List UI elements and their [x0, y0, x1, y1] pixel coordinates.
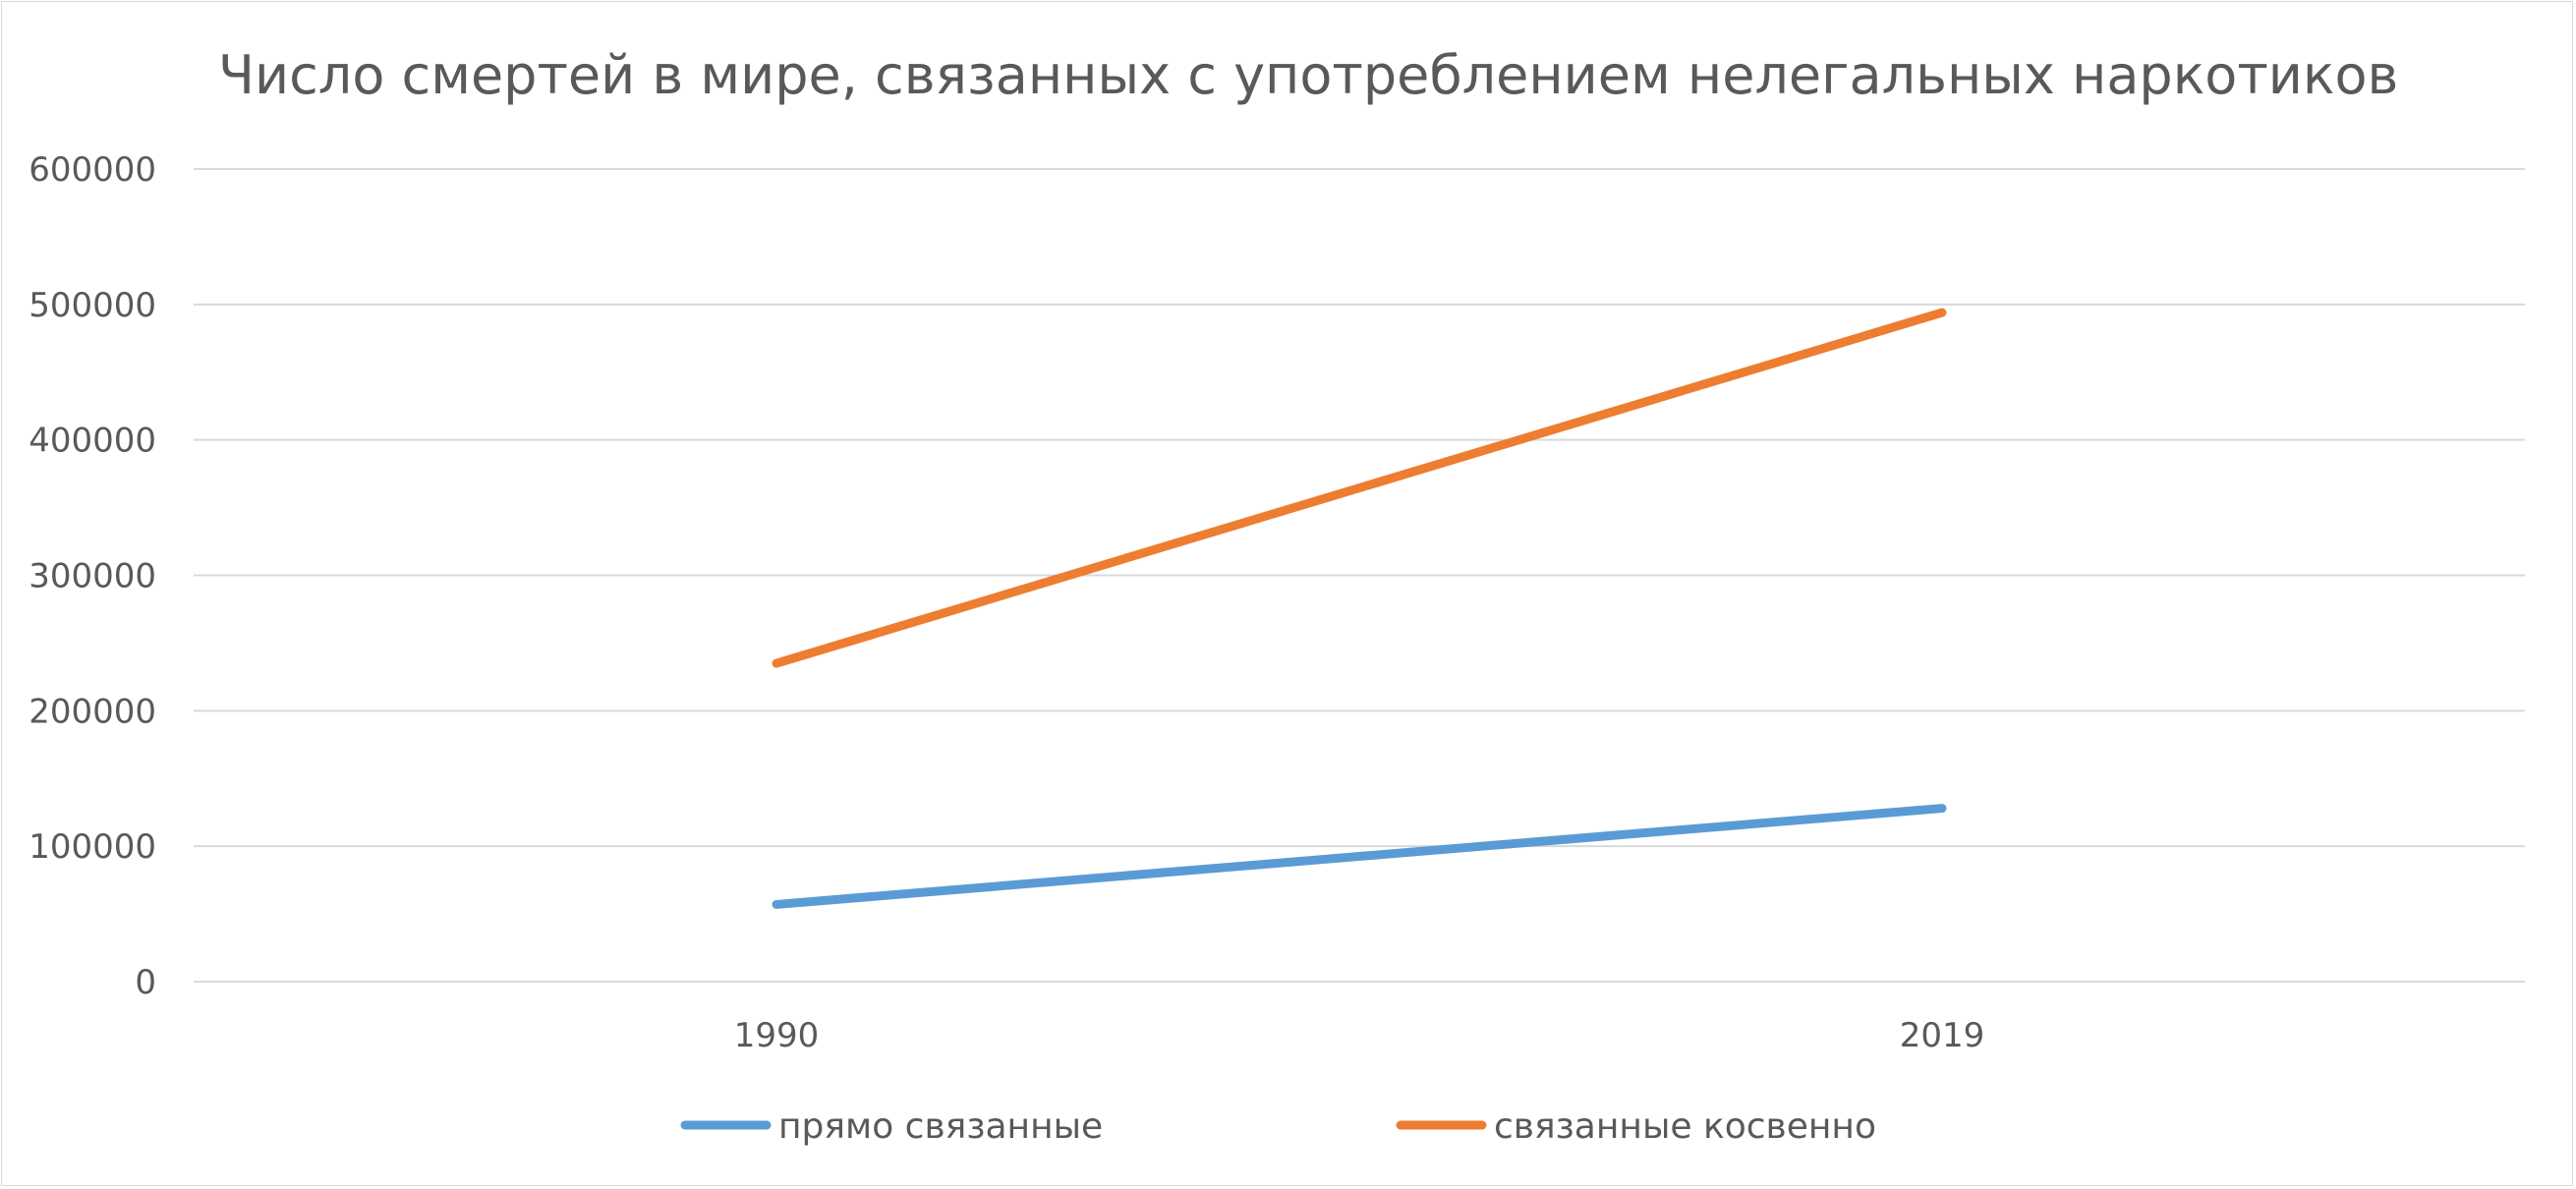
y-tick-label: 300000 — [29, 557, 156, 596]
series-lines — [772, 308, 1947, 909]
x-tick-label: 1990 — [734, 1016, 820, 1055]
y-tick-label: 600000 — [29, 150, 156, 190]
y-tick-label: 0 — [135, 963, 156, 1002]
series-line-1 — [772, 804, 1947, 909]
y-axis-tick-labels: 0 100000 200000 300000 400000 500000 600000 — [29, 150, 156, 1002]
y-tick-label: 500000 — [29, 286, 156, 325]
y-tick-label: 400000 — [29, 422, 156, 461]
legend-label: связанные косвенно — [1494, 1106, 1876, 1147]
gridlines — [194, 168, 2525, 983]
legend-label: прямо связанные — [778, 1106, 1103, 1147]
x-axis-tick-labels: 1990 2019 — [734, 1016, 1985, 1055]
x-tick-label: 2019 — [1900, 1016, 1985, 1055]
chart-title: Число смертей в мире, связанных с употре… — [218, 44, 2398, 106]
series-line-2 — [772, 308, 1947, 668]
y-tick-label: 200000 — [29, 692, 156, 731]
y-tick-label: 100000 — [29, 827, 156, 867]
legend: прямо связанные связанные косвенно — [680, 1106, 1876, 1147]
